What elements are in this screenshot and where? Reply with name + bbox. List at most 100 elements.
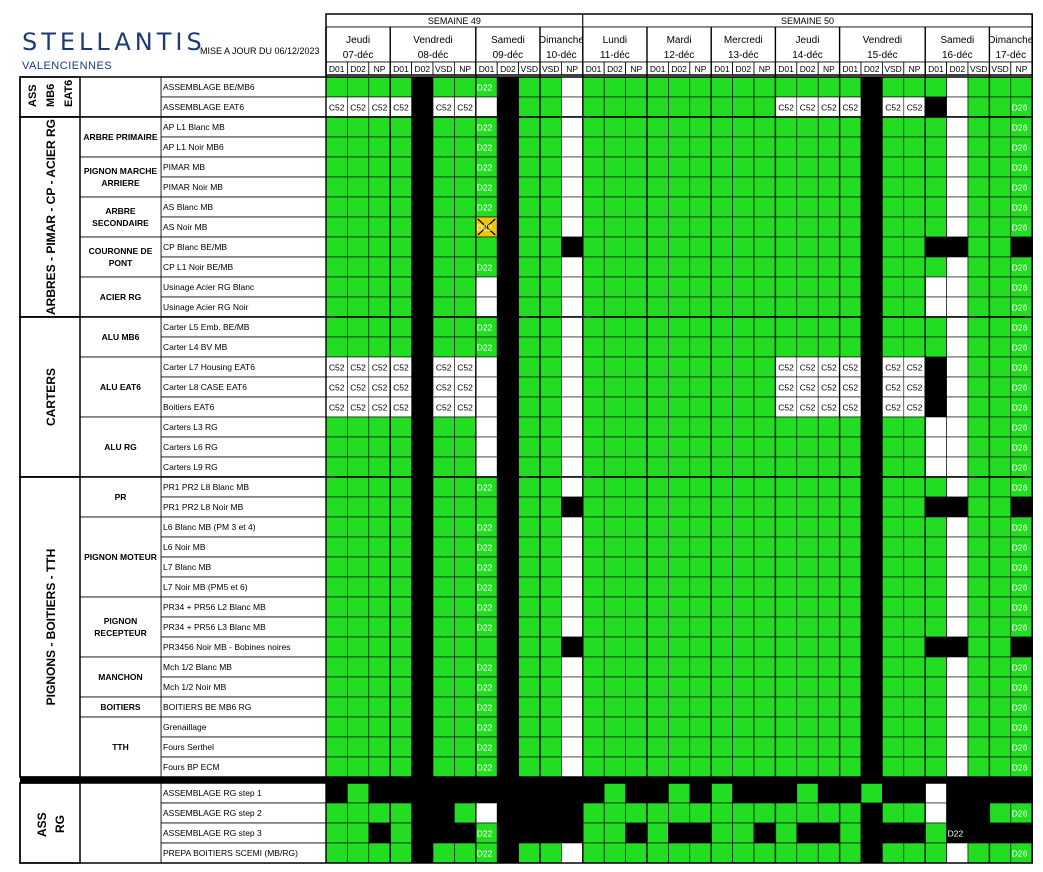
schedule-cell — [903, 496, 926, 518]
schedule-cell — [796, 456, 819, 478]
schedule-cell — [368, 276, 391, 298]
schedule-cell — [903, 576, 926, 598]
schedule-cell — [967, 396, 990, 418]
shift-code: D22 — [948, 123, 964, 133]
schedule-cell — [710, 636, 733, 658]
schedule-cell — [882, 802, 905, 824]
schedule-cell — [903, 436, 926, 458]
schedule-cell — [389, 136, 412, 158]
schedule-cell — [325, 276, 348, 298]
schedule-cell — [860, 176, 883, 198]
schedule-cell — [603, 736, 626, 758]
schedule-cell — [732, 496, 755, 518]
schedule-cell — [625, 782, 648, 804]
schedule-cell — [603, 516, 626, 538]
schedule-cell — [903, 236, 926, 258]
schedule-cell — [839, 802, 862, 824]
schedule-cell — [924, 376, 947, 398]
schedule-cell — [860, 416, 883, 438]
schedule-cell — [710, 756, 733, 778]
schedule-cell — [582, 316, 605, 338]
schedule-cell — [882, 516, 905, 538]
schedule-cell — [347, 616, 370, 638]
day-header — [582, 26, 648, 63]
schedule-cell — [903, 636, 926, 658]
schedule-cell — [967, 822, 990, 844]
schedule-cell — [946, 296, 969, 318]
schedule-cell — [775, 802, 798, 824]
schedule-cell — [689, 516, 712, 538]
schedule-cell — [518, 516, 541, 538]
schedule-cell — [582, 756, 605, 778]
schedule-cell — [967, 556, 990, 578]
schedule-cell — [646, 476, 669, 498]
schedule-cell — [603, 456, 626, 478]
shift-code: C52 — [436, 363, 452, 373]
schedule-cell — [668, 256, 691, 278]
day-name: Vendredi — [863, 35, 902, 46]
schedule-cell — [561, 616, 584, 638]
schedule-cell — [860, 316, 883, 338]
schedule-cell — [411, 596, 434, 618]
row-name: Fours BP ECM — [163, 762, 220, 772]
shift-code: D22 — [477, 603, 493, 613]
schedule-cell — [432, 456, 455, 478]
schedule-cell — [603, 196, 626, 218]
schedule-cell — [625, 76, 648, 98]
schedule-cell — [347, 116, 370, 138]
schedule-cell — [432, 716, 455, 738]
schedule-cell — [1010, 636, 1033, 658]
row-name: Carters L6 RG — [163, 442, 218, 452]
schedule-cell — [775, 756, 798, 778]
schedule-cell — [668, 76, 691, 98]
schedule-cell — [496, 496, 519, 518]
schedule-cell — [518, 416, 541, 438]
schedule-cell — [454, 476, 477, 498]
schedule-cell — [989, 822, 1012, 844]
schedule-cell — [625, 636, 648, 658]
shift-label: VSD — [884, 64, 901, 74]
schedule-cell — [775, 782, 798, 804]
schedule-cell — [775, 156, 798, 178]
schedule-cell — [689, 176, 712, 198]
schedule-cell — [561, 802, 584, 824]
schedule-cell — [454, 116, 477, 138]
section-label: ASS — [35, 812, 49, 837]
schedule-cell — [753, 516, 776, 538]
shift-code: C52 — [885, 363, 901, 373]
schedule-cell — [539, 496, 562, 518]
schedule-cell — [989, 736, 1012, 758]
schedule-cell — [389, 516, 412, 538]
schedule-cell — [368, 116, 391, 138]
shift-code: D26 — [1012, 423, 1028, 433]
schedule-cell — [796, 156, 819, 178]
schedule-cell — [389, 536, 412, 558]
schedule-cell — [646, 716, 669, 738]
schedule-cell — [368, 716, 391, 738]
schedule-cell — [860, 536, 883, 558]
schedule-cell — [796, 416, 819, 438]
schedule-cell — [882, 196, 905, 218]
schedule-cell — [967, 736, 990, 758]
schedule-cell — [689, 556, 712, 578]
schedule-cell — [710, 236, 733, 258]
schedule-cell — [710, 396, 733, 418]
schedule-cell — [689, 736, 712, 758]
shift-label: D02 — [800, 64, 816, 74]
schedule-cell — [967, 656, 990, 678]
schedule-cell — [967, 536, 990, 558]
schedule-cell — [539, 716, 562, 738]
section-label: EAT6 — [63, 80, 75, 107]
schedule-cell — [411, 782, 434, 804]
schedule-cell — [454, 416, 477, 438]
schedule-cell — [432, 516, 455, 538]
schedule-cell — [603, 756, 626, 778]
schedule-cell — [325, 156, 348, 178]
shift-label: VSD — [435, 64, 452, 74]
schedule-cell — [496, 376, 519, 398]
schedule-cell — [432, 76, 455, 98]
schedule-cell — [475, 376, 498, 398]
shift-code: D22 — [948, 563, 964, 573]
schedule-cell — [860, 656, 883, 678]
schedule-cell — [603, 356, 626, 378]
